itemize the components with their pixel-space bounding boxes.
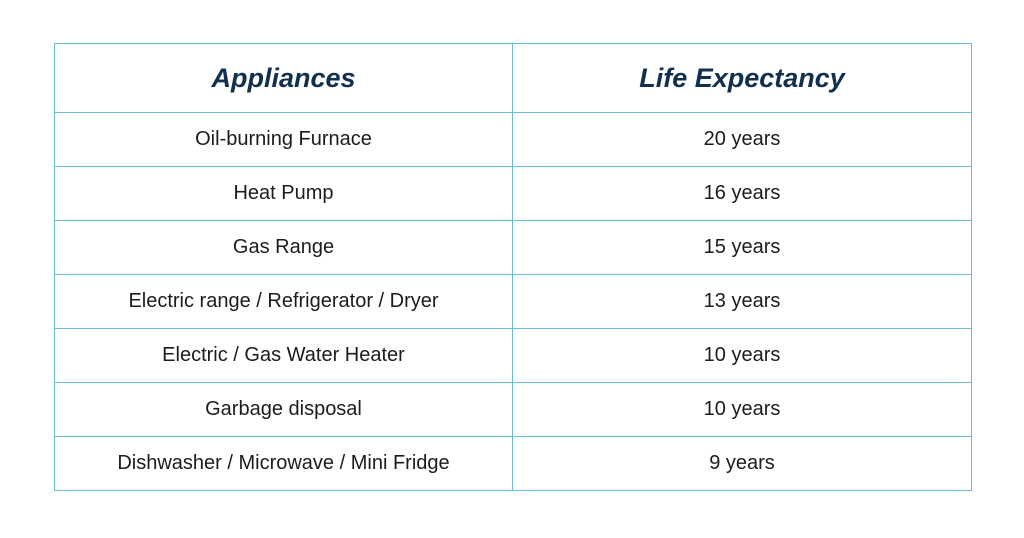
table-row: Garbage disposal 10 years <box>54 382 972 437</box>
table-row: Gas Range 15 years <box>54 220 972 275</box>
life-expectancy-cell: 16 years <box>512 166 972 221</box>
appliance-cell: Electric range / Refrigerator / Dryer <box>54 274 513 329</box>
appliance-cell: Garbage disposal <box>54 382 513 437</box>
life-expectancy-cell: 10 years <box>512 328 972 383</box>
life-expectancy-table-container: Appliances Life Expectancy Oil-burning F… <box>54 43 972 491</box>
life-expectancy-table: Appliances Life Expectancy Oil-burning F… <box>54 43 972 491</box>
life-expectancy-cell: 13 years <box>512 274 972 329</box>
appliance-cell: Electric / Gas Water Heater <box>54 328 513 383</box>
table-row: Electric range / Refrigerator / Dryer 13… <box>54 274 972 329</box>
life-expectancy-cell: 20 years <box>512 112 972 167</box>
life-expectancy-cell: 10 years <box>512 382 972 437</box>
header-life-expectancy: Life Expectancy <box>512 43 972 113</box>
life-expectancy-cell: 15 years <box>512 220 972 275</box>
appliance-cell: Dishwasher / Microwave / Mini Fridge <box>54 436 513 491</box>
appliance-cell: Gas Range <box>54 220 513 275</box>
life-expectancy-cell: 9 years <box>512 436 972 491</box>
table-row: Heat Pump 16 years <box>54 166 972 221</box>
table-header-row: Appliances Life Expectancy <box>54 43 972 113</box>
header-appliances: Appliances <box>54 43 513 113</box>
table-row: Oil-burning Furnace 20 years <box>54 112 972 167</box>
appliance-cell: Heat Pump <box>54 166 513 221</box>
appliance-cell: Oil-burning Furnace <box>54 112 513 167</box>
table-row: Electric / Gas Water Heater 10 years <box>54 328 972 383</box>
table-row: Dishwasher / Microwave / Mini Fridge 9 y… <box>54 436 972 491</box>
